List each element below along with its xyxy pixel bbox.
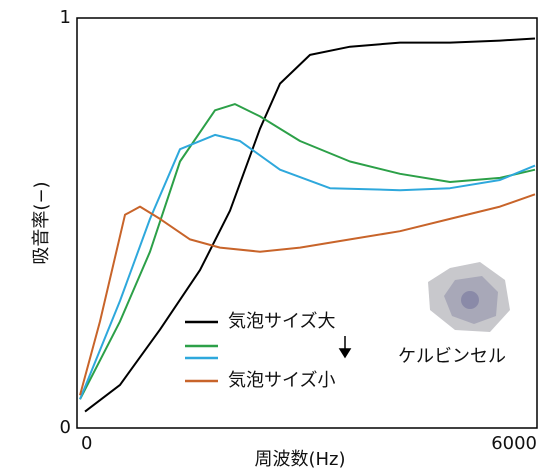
annotation: ケルビンセル (398, 346, 506, 367)
x-tick-label: 6000 (491, 433, 537, 454)
chart: 吸音率(−) 周波数(Hz) ケルビンセル 気泡サイズ大気泡サイズ小 0 1 0 60… (0, 0, 556, 473)
x-axis-label: 周波数(Hz) (254, 449, 345, 470)
legend-arrow (340, 336, 350, 357)
y-tick-label: 1 (60, 7, 71, 28)
y-tick-label: 0 (60, 417, 71, 438)
legend-label: 気泡サイズ小 (228, 370, 335, 391)
kelvin-cell-image (428, 262, 510, 332)
legend-label: 気泡サイズ大 (228, 311, 335, 332)
y-axis-label: 吸音率(−) (31, 181, 52, 264)
x-tick-label: 0 (81, 433, 92, 454)
